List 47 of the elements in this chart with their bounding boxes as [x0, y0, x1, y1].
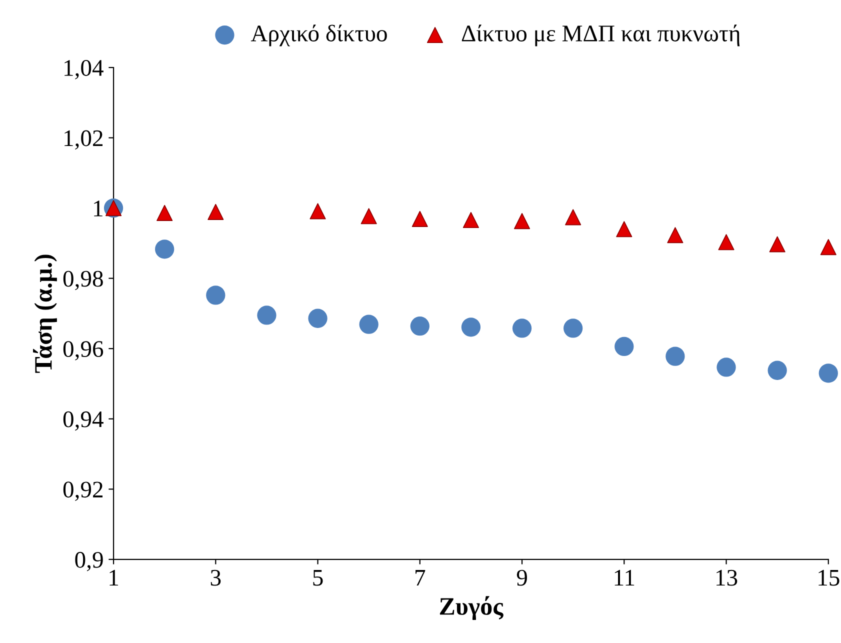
point — [768, 360, 787, 380]
point — [360, 208, 377, 224]
point — [412, 210, 428, 227]
point — [462, 212, 479, 228]
point — [257, 306, 276, 325]
point — [155, 240, 174, 259]
point — [818, 364, 838, 383]
y-tick-label: 0,9 — [75, 552, 103, 572]
point — [512, 318, 532, 338]
y-tick-label: 0,98 — [63, 270, 103, 290]
y-tick-label: 1 — [94, 200, 102, 216]
x-tick-label: 11 — [614, 570, 634, 586]
point — [565, 209, 582, 226]
point — [716, 358, 736, 377]
y-tick-label: 0,94 — [63, 411, 104, 431]
legend-label: Αρχικό δίκτυο — [250, 24, 387, 46]
x-tick-label: 1 — [110, 570, 118, 586]
point — [308, 308, 328, 328]
point — [359, 314, 378, 334]
point — [514, 213, 530, 230]
point — [206, 286, 226, 305]
y-tick-label: 0,92 — [63, 482, 103, 501]
point — [208, 204, 224, 220]
x-tick-label: 15 — [818, 570, 840, 586]
point — [614, 336, 634, 356]
point — [410, 316, 430, 336]
point — [156, 204, 173, 221]
point — [564, 318, 583, 338]
point — [666, 346, 685, 366]
y-axis-title: Τάση (α.μ.) — [33, 254, 57, 373]
y-tick-label: 1,02 — [64, 130, 103, 150]
point — [667, 227, 684, 244]
point — [616, 221, 632, 238]
point — [769, 236, 786, 252]
point — [718, 234, 734, 250]
point — [820, 239, 836, 256]
point — [461, 318, 481, 337]
x-tick-label: 3 — [210, 570, 221, 586]
x-tick-label: 13 — [716, 570, 738, 586]
x-axis-title: Ζυγός — [440, 596, 504, 620]
y-tick-label: 1,04 — [64, 60, 104, 80]
y-tick-label: 0,96 — [63, 341, 104, 360]
point — [310, 203, 326, 220]
x-tick-label: 5 — [313, 570, 323, 586]
x-tick-label: 9 — [516, 570, 527, 586]
legend-label: Δίκτυο με ΜΔΠ και πυκνωτή — [462, 24, 740, 46]
x-tick-label: 7 — [416, 570, 426, 586]
